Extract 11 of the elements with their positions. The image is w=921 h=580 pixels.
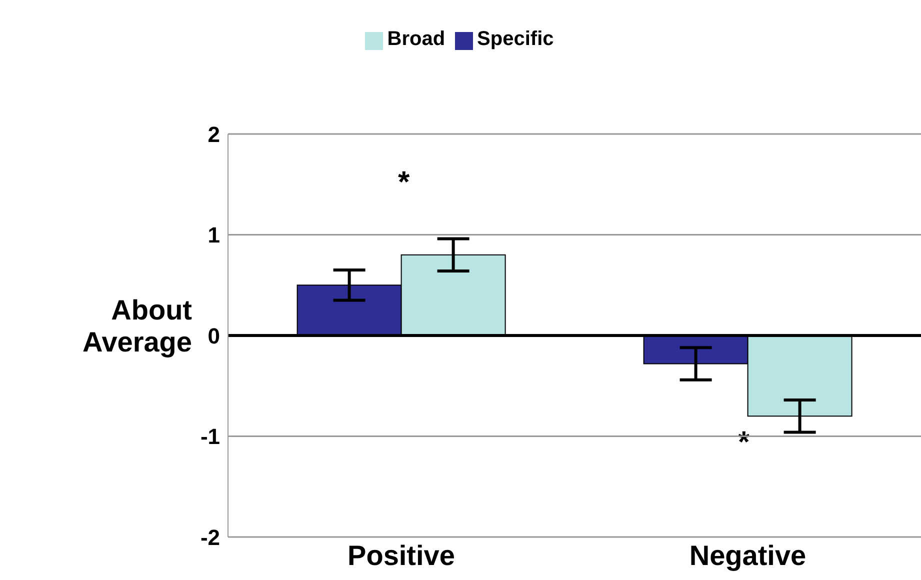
y-tick-label: 2	[208, 122, 220, 147]
x-tick-label: Negative	[689, 540, 806, 571]
y-tick-label: -2	[200, 524, 220, 550]
y-tick-label: 0	[208, 323, 220, 348]
x-tick-label: Positive	[348, 540, 455, 571]
y-axis-title: About Average	[82, 294, 192, 358]
legend-label: Broad	[387, 28, 446, 50]
legend-label: Specific	[477, 28, 554, 50]
y-tick-label: 1	[208, 222, 220, 248]
annotation: *	[398, 166, 410, 199]
y-tick-label: -1	[200, 424, 220, 450]
